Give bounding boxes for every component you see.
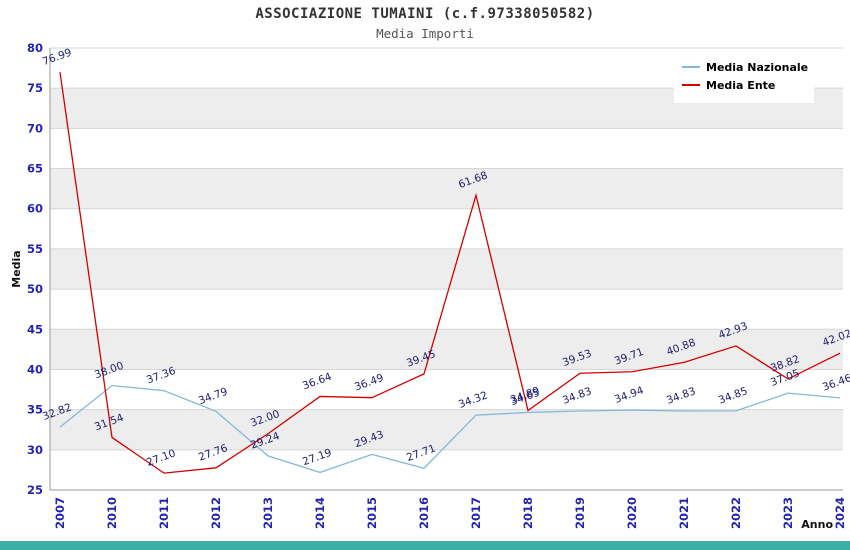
- svg-text:2017: 2017: [469, 497, 483, 529]
- svg-text:80: 80: [27, 41, 43, 55]
- svg-text:75: 75: [27, 81, 43, 95]
- svg-text:Media Nazionale: Media Nazionale: [706, 61, 808, 74]
- axes: [49, 48, 843, 491]
- svg-text:2011: 2011: [157, 497, 171, 529]
- svg-text:2020: 2020: [625, 497, 639, 529]
- chart-title: ASSOCIAZIONE TUMAINI (c.f.97338050582): [255, 6, 595, 22]
- legend-item-media-ente: Media Ente: [682, 79, 775, 92]
- svg-text:2015: 2015: [365, 497, 379, 529]
- svg-text:2021: 2021: [677, 497, 691, 529]
- axis-titles: Media Anno: [10, 250, 833, 531]
- legend-item-media-nazionale: Media Nazionale: [682, 61, 808, 74]
- svg-text:60: 60: [27, 202, 43, 216]
- svg-text:2022: 2022: [729, 497, 743, 529]
- svg-text:Media: Media: [10, 250, 23, 287]
- svg-text:25: 25: [27, 483, 43, 497]
- series-media-nazionale: [59, 384, 841, 474]
- svg-text:2012: 2012: [209, 497, 223, 529]
- svg-text:Anno: Anno: [801, 518, 833, 531]
- svg-text:2024: 2024: [833, 497, 847, 529]
- svg-text:2018: 2018: [521, 497, 535, 529]
- footer-accent-bar: [0, 541, 850, 550]
- plot-bands: [50, 48, 843, 490]
- svg-text:50: 50: [27, 282, 43, 296]
- svg-text:65: 65: [27, 162, 43, 176]
- svg-text:45: 45: [27, 322, 43, 336]
- x-axis-tick-labels: 2007 2010 2011 2012 2013 2014 2015 2016 2017 2018…: [53, 497, 847, 529]
- svg-text:35: 35: [27, 403, 43, 417]
- svg-text:70: 70: [27, 121, 43, 135]
- svg-text:40: 40: [27, 362, 43, 376]
- svg-text:2016: 2016: [417, 497, 431, 529]
- svg-text:2014: 2014: [313, 497, 327, 529]
- svg-text:55: 55: [27, 242, 43, 256]
- svg-text:2010: 2010: [105, 497, 119, 529]
- svg-text:2019: 2019: [573, 497, 587, 529]
- svg-text:30: 30: [27, 443, 43, 457]
- svg-text:2007: 2007: [53, 497, 67, 529]
- svg-text:2013: 2013: [261, 497, 275, 529]
- legend: Media Nazionale Media Ente: [674, 57, 814, 103]
- series-media-ente: [59, 72, 841, 474]
- svg-text:2023: 2023: [781, 497, 795, 529]
- svg-text:Media Ente: Media Ente: [706, 79, 775, 92]
- chart-subtitle: Media Importi: [376, 26, 474, 41]
- y-axis-tick-labels: 25 30 35 40 45 50 55 60 65 70 75 80: [27, 41, 43, 497]
